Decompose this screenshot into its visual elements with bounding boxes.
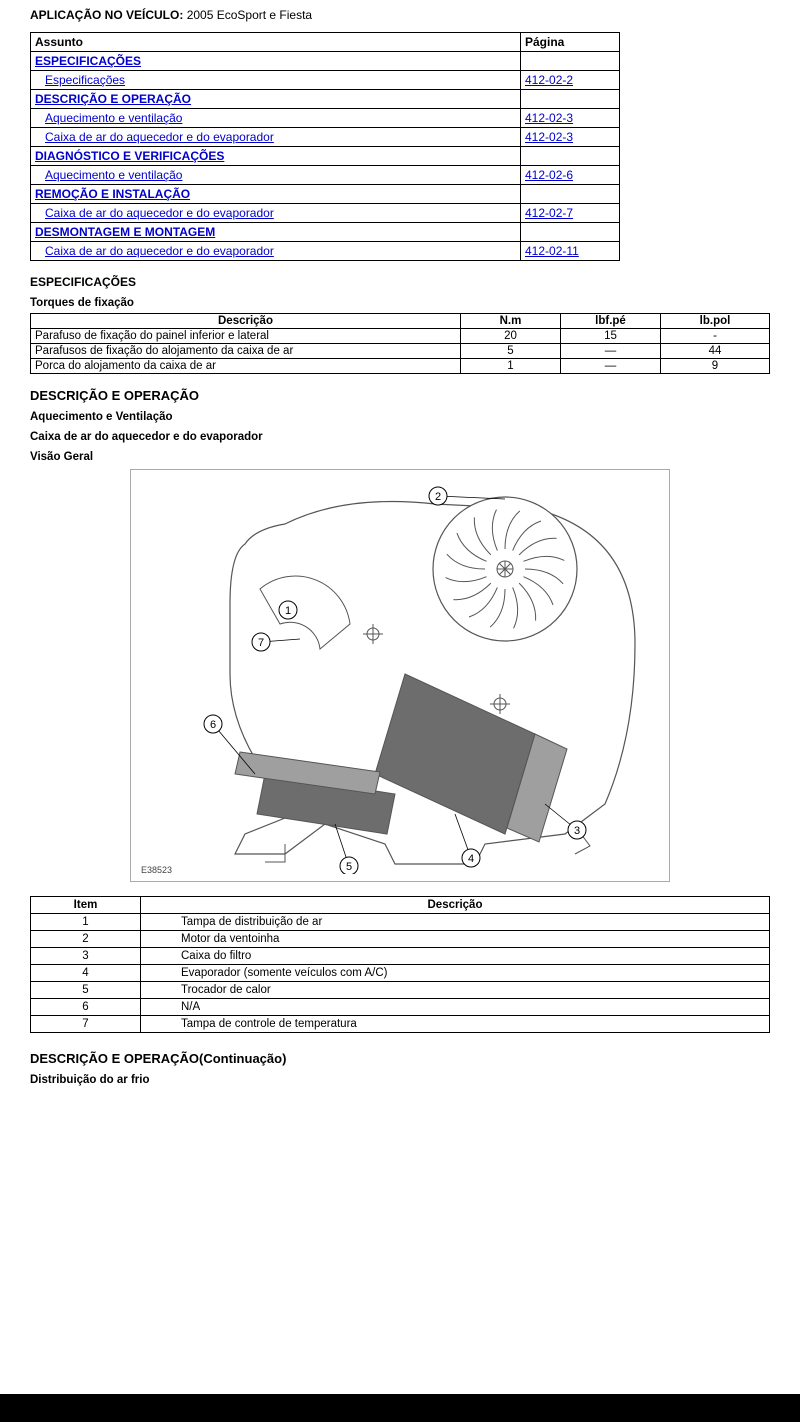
item-number: 7 (31, 1016, 141, 1033)
items-table: Item Descrição 1Tampa de distribuição de… (30, 896, 770, 1033)
svg-text:5: 5 (346, 861, 352, 873)
item-desc: Tampa de controle de temperatura (141, 1016, 770, 1033)
torque-cell: 44 (661, 344, 770, 359)
torque-h3: lb.pol (661, 314, 770, 329)
item-desc: Evaporador (somente veículos com A/C) (141, 965, 770, 982)
torque-subtitle: Torques de fixação (30, 297, 770, 309)
application-header: APLICAÇÃO NO VEÍCULO: 2005 EcoSport e Fi… (30, 8, 770, 22)
toc-page-link[interactable]: 412-02-7 (525, 206, 573, 220)
svg-text:3: 3 (574, 825, 580, 837)
toc-item-link[interactable]: Caixa de ar do aquecedor e do evaporador (35, 206, 274, 220)
toc-header-page: Página (521, 33, 620, 52)
item-number: 1 (31, 914, 141, 931)
items-h1: Descrição (141, 897, 770, 914)
toc-item-link[interactable]: Caixa de ar do aquecedor e do evaporador (35, 130, 274, 144)
toc-item-link[interactable]: Aquecimento e ventilação (35, 111, 182, 125)
svg-text:4: 4 (468, 853, 474, 865)
svg-text:2: 2 (435, 491, 441, 503)
torque-cell: 20 (461, 329, 561, 344)
item-desc: N/A (141, 999, 770, 1016)
toc-page-link[interactable]: 412-02-2 (525, 73, 573, 87)
item-desc: Tampa de distribuição de ar (141, 914, 770, 931)
item-number: 2 (31, 931, 141, 948)
toc-page-link[interactable]: 412-02-3 (525, 111, 573, 125)
item-desc: Caixa do filtro (141, 948, 770, 965)
torque-cell: Parafusos de fixação do alojamento da ca… (31, 344, 461, 359)
svg-text:6: 6 (210, 719, 216, 731)
torque-cell: 1 (461, 359, 561, 374)
torque-h1: N.m (461, 314, 561, 329)
toc-table: Assunto Página ESPECIFICAÇÕES Especificaç… (30, 32, 620, 261)
descop-sub3: Visão Geral (30, 451, 770, 463)
toc-section-link[interactable]: DIAGNÓSTICO E VERIFICAÇÕES (35, 149, 224, 163)
cont-title: DESCRIÇÃO E OPERAÇÃO(Continuação) (30, 1051, 770, 1066)
toc-section-link[interactable]: REMOÇÃO E INSTALAÇÃO (35, 187, 190, 201)
toc-item-link[interactable]: Caixa de ar do aquecedor e do evaporador (35, 244, 274, 258)
svg-text:7: 7 (258, 637, 264, 649)
items-h0: Item (31, 897, 141, 914)
torque-cell: 5 (461, 344, 561, 359)
overview-diagram: 1 2 3 4 5 6 7 (135, 474, 665, 874)
item-number: 6 (31, 999, 141, 1016)
cont-sub: Distribuição do ar frio (30, 1074, 770, 1086)
application-label: APLICAÇÃO NO VEÍCULO: (30, 8, 183, 22)
toc-section-link[interactable]: ESPECIFICAÇÕES (35, 54, 141, 68)
torque-table: Descrição N.m lbf.pé lb.pol Parafuso de … (30, 313, 770, 374)
item-desc: Trocador de calor (141, 982, 770, 999)
toc-page-link[interactable]: 412-02-11 (525, 244, 579, 258)
torque-cell: 15 (561, 329, 661, 344)
application-value: 2005 EcoSport e Fiesta (187, 8, 312, 22)
descop-sub1: Aquecimento e Ventilação (30, 411, 770, 423)
toc-section-link[interactable]: DESMONTAGEM E MONTAGEM (35, 225, 215, 239)
svg-text:1: 1 (285, 605, 291, 617)
torque-cell: Porca do alojamento da caixa de ar (31, 359, 461, 374)
toc-item-link[interactable]: Aquecimento e ventilação (35, 168, 182, 182)
item-number: 5 (31, 982, 141, 999)
diagram-code: E38523 (141, 865, 172, 875)
torque-h2: lbf.pé (561, 314, 661, 329)
torque-cell: 9 (661, 359, 770, 374)
item-desc: Motor da ventoinha (141, 931, 770, 948)
diagram-container: 1 2 3 4 5 6 7 E38523 (130, 469, 670, 882)
toc-header-subject: Assunto (31, 33, 521, 52)
descop-title: DESCRIÇÃO E OPERAÇÃO (30, 388, 770, 403)
item-number: 3 (31, 948, 141, 965)
spec-title: ESPECIFICAÇÕES (30, 275, 770, 289)
descop-sub2: Caixa de ar do aquecedor e do evaporador (30, 431, 770, 443)
torque-h0: Descrição (31, 314, 461, 329)
torque-cell: — (561, 359, 661, 374)
toc-item-link[interactable]: Especificações (35, 73, 125, 87)
footer-bar (0, 1394, 800, 1422)
toc-section-link[interactable]: DESCRIÇÃO E OPERAÇÃO (35, 92, 191, 106)
item-number: 4 (31, 965, 141, 982)
toc-page-link[interactable]: 412-02-3 (525, 130, 573, 144)
torque-cell: Parafuso de fixação do painel inferior e… (31, 329, 461, 344)
torque-cell: - (661, 329, 770, 344)
toc-page-link[interactable]: 412-02-6 (525, 168, 573, 182)
torque-cell: — (561, 344, 661, 359)
